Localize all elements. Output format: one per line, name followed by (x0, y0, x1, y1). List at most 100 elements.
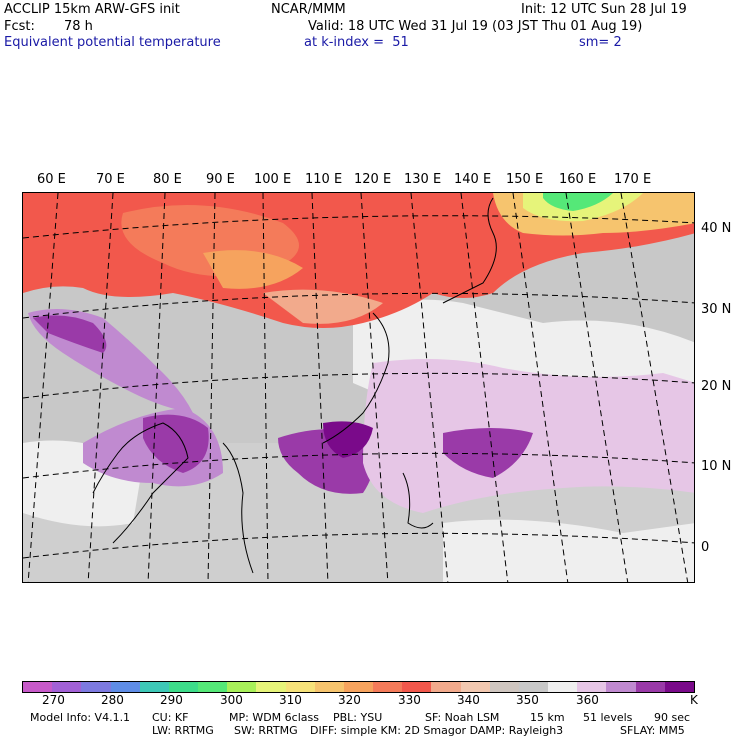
colorbar-swatch (373, 682, 403, 692)
colorbar-swatch (606, 682, 636, 692)
graticule (23, 193, 694, 582)
high-theta-e (443, 428, 533, 478)
lon-label: 60 E (37, 172, 66, 187)
warm-band-inner (203, 250, 303, 289)
colorbar-unit: K (690, 693, 698, 707)
colorbar-label: 350 (516, 693, 539, 707)
level-label: at k-index = 51 (304, 35, 409, 50)
colorbar-swatch (227, 682, 257, 692)
map-panel (22, 192, 695, 583)
grid-line (262, 193, 269, 582)
colorbar-label: 280 (101, 693, 124, 707)
grid-line (147, 193, 166, 582)
levels: 51 levels (583, 711, 633, 724)
colorbar-label: 320 (338, 693, 361, 707)
lon-label: 110 E (305, 172, 343, 187)
colorbar-swatch (314, 682, 344, 692)
grid-line (23, 452, 694, 479)
colorbar-swatch (256, 682, 286, 692)
colorbar-swatch (139, 682, 169, 692)
colorbar-swatch (198, 682, 228, 692)
lon-label: 140 E (454, 172, 492, 187)
philippines-coast (402, 472, 434, 529)
surface-scheme: SF: Noah LSM (425, 711, 500, 724)
grid-line (23, 292, 694, 319)
lon-label: 160 E (559, 172, 597, 187)
grid-line (87, 193, 114, 582)
grid-line (410, 193, 449, 582)
lat-label: 20 N (701, 379, 732, 394)
colorbar-label: 360 (576, 693, 599, 707)
grid-line (620, 193, 689, 582)
colorbar-swatch (23, 682, 53, 692)
colorbar-swatch (460, 682, 490, 692)
sflay-scheme: SFLAY: MM5 (620, 724, 685, 737)
coastlines (92, 197, 497, 574)
colorbar-label: 300 (220, 693, 243, 707)
colorbar-label: 290 (160, 693, 183, 707)
pbl-scheme: PBL: YSU (333, 711, 383, 724)
colorbar-swatch (664, 682, 694, 692)
smoothing-label: sm= 2 (579, 35, 622, 50)
grid-line (27, 193, 59, 582)
grid-line (23, 372, 694, 399)
colorbar (22, 681, 695, 693)
timestep: 90 sec (654, 711, 691, 724)
init-time: Init: 12 UTC Sun 28 Jul 19 (521, 2, 687, 17)
japan-coast (442, 197, 497, 304)
light-patch (443, 519, 694, 582)
cumulus-scheme: CU: KF (152, 711, 189, 724)
grid-line (360, 193, 389, 582)
org-label: NCAR/MMM (271, 2, 346, 17)
colorbar-label: 340 (457, 693, 480, 707)
colorbar-swatch (518, 682, 549, 692)
lat-label: 0 (701, 540, 710, 555)
lat-label: 40 N (701, 221, 732, 236)
colorbar-swatch (489, 682, 519, 692)
colorbar-swatch (343, 682, 374, 692)
colorbar-swatch (431, 682, 461, 692)
model-title: ACCLIP 15km ARW-GFS init (4, 2, 180, 17)
colorbar-swatch (548, 682, 578, 692)
lat-label: 30 N (701, 302, 732, 317)
high-theta-e (143, 414, 209, 473)
grid-line (565, 193, 629, 582)
field-name: Equivalent potential temperature (4, 35, 221, 50)
colorbar-swatch (52, 682, 82, 692)
forecast-value: 78 h (64, 19, 93, 34)
lon-label: 150 E (506, 172, 544, 187)
max-theta-e (323, 421, 373, 458)
model-info: Model Info: V4.1.1 (30, 711, 131, 724)
grid-line (460, 193, 509, 582)
colorbar-swatch (285, 682, 315, 692)
grid-line (311, 193, 329, 582)
resolution: 15 km (530, 711, 565, 724)
lon-label: 170 E (614, 172, 652, 187)
india-coast (92, 422, 189, 544)
grid-line (512, 193, 569, 582)
colorbar-swatch (577, 682, 607, 692)
sw-scheme: SW: RRTMG (234, 724, 298, 737)
colorbar-label: 270 (42, 693, 65, 707)
colorbar-label: 310 (279, 693, 302, 707)
theta-e-field (23, 193, 694, 582)
lon-label: 100 E (254, 172, 292, 187)
grid-line (23, 215, 694, 239)
grid-line (207, 193, 216, 582)
microphysics-scheme: MP: WDM 6class (229, 711, 319, 724)
diffusion-scheme: DIFF: simple KM: 2D Smagor DAMP: Rayleig… (310, 724, 564, 737)
colorbar-label: 330 (398, 693, 421, 707)
colorbar-swatch (81, 682, 111, 692)
grid-line (23, 532, 694, 559)
colorbar-swatch (402, 682, 432, 692)
cool-corner (543, 193, 613, 211)
lon-label: 120 E (354, 172, 392, 187)
lon-label: 80 E (153, 172, 182, 187)
lon-label: 90 E (206, 172, 235, 187)
warm-band-edge (263, 289, 383, 324)
china-coast (322, 312, 390, 444)
colorbar-swatch (168, 682, 199, 692)
lw-scheme: LW: RRTMG (152, 724, 214, 737)
forecast-label: Fcst: (4, 19, 35, 34)
colorbar-swatch (635, 682, 665, 692)
